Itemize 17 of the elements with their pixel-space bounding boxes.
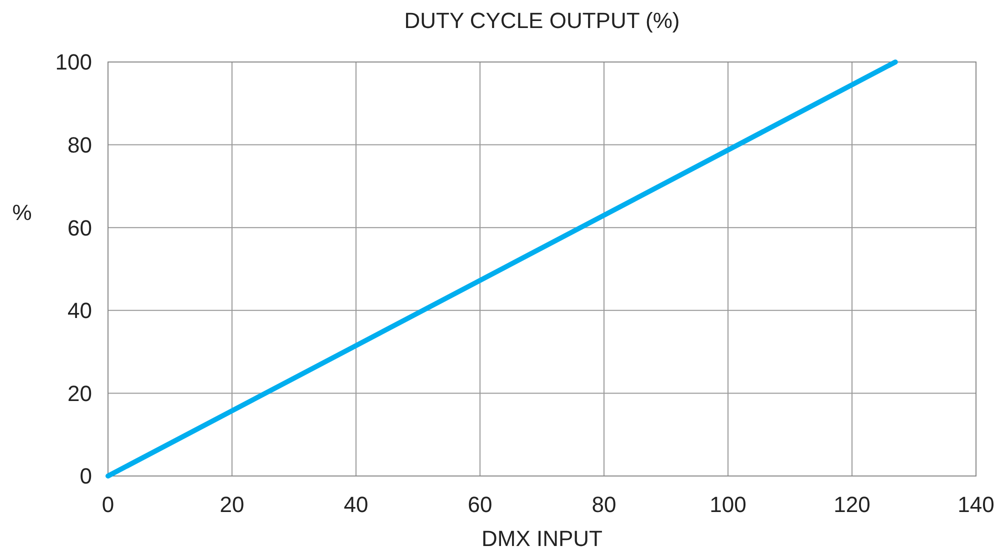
y-tick-label: 80 bbox=[68, 132, 92, 158]
x-tick-label: 0 bbox=[102, 492, 114, 517]
x-tick-label: 140 bbox=[958, 492, 994, 517]
x-tick-label: 40 bbox=[344, 492, 368, 517]
x-axis-title: DMX INPUT bbox=[482, 526, 602, 551]
y-tick-label: 60 bbox=[68, 215, 92, 240]
y-tick-label: 40 bbox=[68, 298, 92, 324]
x-tick-label: 20 bbox=[220, 492, 244, 517]
y-tick-label: 100 bbox=[55, 50, 92, 75]
y-tick-label: 20 bbox=[68, 380, 92, 406]
y-tick-label: 0 bbox=[80, 464, 92, 489]
x-tick-label: 80 bbox=[592, 492, 616, 517]
x-tick-label: 100 bbox=[710, 492, 746, 517]
x-tick-label: 60 bbox=[468, 492, 492, 517]
y-axis-title: % bbox=[12, 200, 32, 225]
chart-title: DUTY CYCLE OUTPUT (%) bbox=[404, 8, 680, 33]
x-tick-label: 120 bbox=[834, 492, 870, 517]
